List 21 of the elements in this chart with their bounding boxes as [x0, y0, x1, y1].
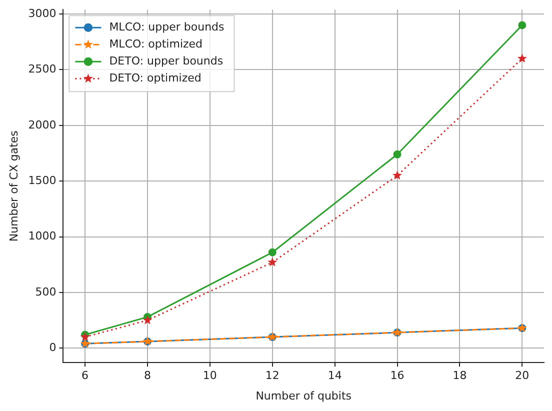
- y-tick-label: 0: [49, 340, 56, 354]
- legend-label: MLCO: upper bounds: [109, 20, 225, 34]
- y-tick-label: 3000: [28, 6, 56, 20]
- x-axis-title: Number of qubits: [256, 389, 352, 402]
- x-tick-label: 12: [265, 369, 280, 382]
- legend-label: DETO: upper bounds: [109, 54, 224, 68]
- x-tick-label: 10: [202, 369, 217, 382]
- x-tick-label: 14: [328, 369, 342, 382]
- y-tick-label: 1000: [28, 230, 56, 243]
- x-tick-label: 20: [515, 369, 530, 382]
- y-tick-label: 500: [35, 285, 56, 298]
- legend-label: MLCO: optimized: [109, 37, 203, 50]
- x-tick-label: 6: [82, 369, 89, 382]
- y-axis-title: Number of CX gates: [7, 130, 20, 242]
- x-tick-label: 8: [144, 369, 151, 382]
- y-tick-label: 2500: [28, 62, 56, 76]
- y-tick-label: 1500: [28, 174, 56, 187]
- x-tick-label: 16: [390, 369, 404, 382]
- x-tick-label: 18: [452, 369, 467, 382]
- legend-label: DETO: optimized: [109, 71, 202, 84]
- y-tick-label: 2000: [28, 118, 56, 132]
